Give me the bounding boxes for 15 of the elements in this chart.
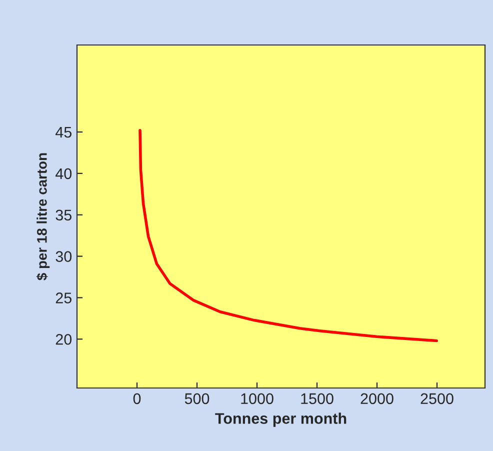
y-axis-title: $ per 18 litre carton xyxy=(36,153,50,280)
y-tick-label: 45 xyxy=(56,127,72,138)
x-tick-label: 2000 xyxy=(360,393,394,404)
y-tick-label: 30 xyxy=(56,251,72,262)
y-tick-label: 25 xyxy=(56,292,72,304)
x-tick-label: 1500 xyxy=(301,393,334,404)
x-tick-label: 2500 xyxy=(420,393,454,404)
x-tick-label: 500 xyxy=(184,393,210,404)
x-axis-title: Tonnes per month xyxy=(215,412,346,427)
x-tick-label: 1000 xyxy=(241,393,274,404)
y-tick-label: 40 xyxy=(56,168,72,180)
x-tick-label: 0 xyxy=(133,393,141,404)
y-tick-label: 20 xyxy=(56,334,72,345)
y-tick-label: 35 xyxy=(56,210,72,221)
line-series xyxy=(138,128,438,342)
